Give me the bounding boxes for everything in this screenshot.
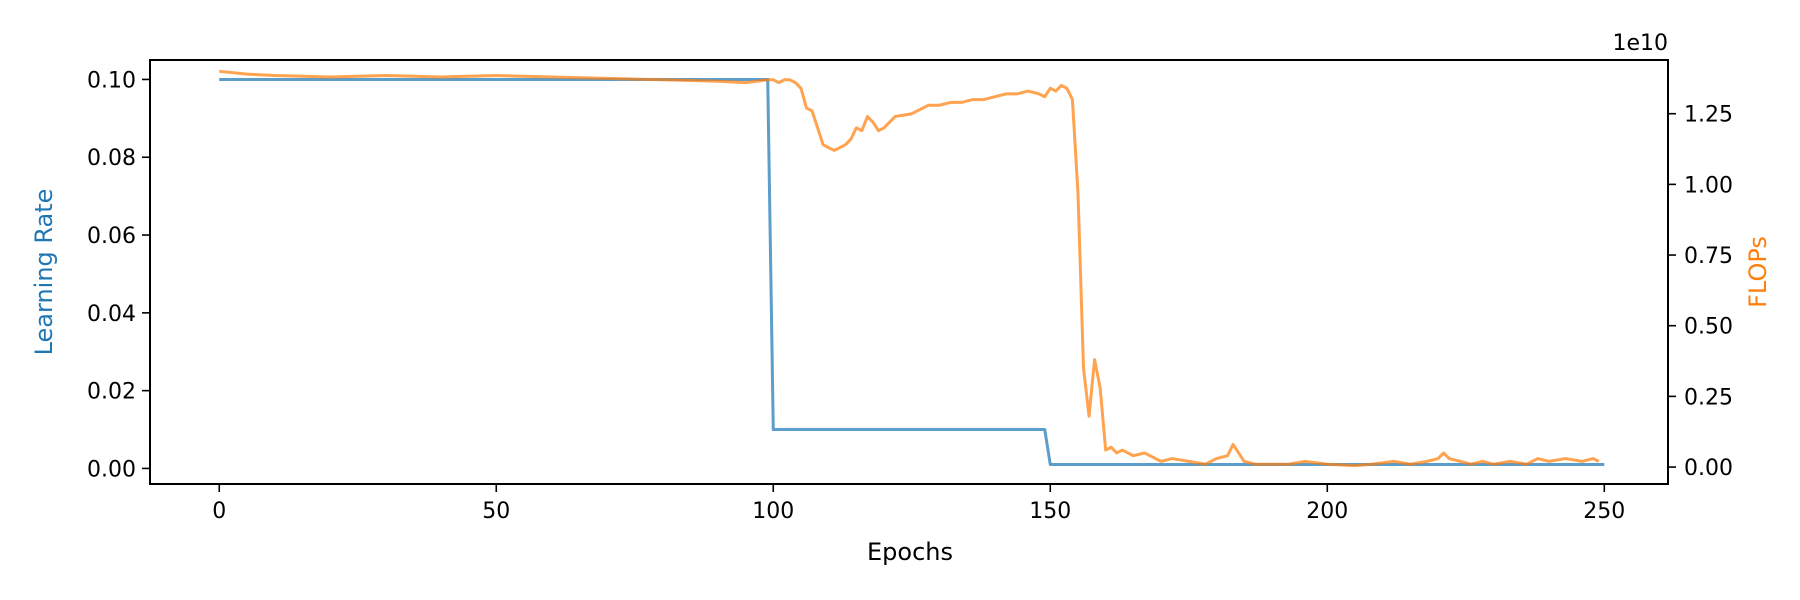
y-left-tick-label: 0.02	[87, 380, 136, 405]
x-tick-label: 250	[1583, 499, 1625, 524]
x-axis-label: Epochs	[867, 538, 953, 566]
x-tick-label: 0	[212, 499, 226, 524]
y-right-tick-label: 0.75	[1684, 244, 1733, 269]
y-right-axis: 0.00 0.25 0.50 0.75 1.00 1.25	[1668, 103, 1733, 481]
y-right-tick-label: 0.25	[1684, 385, 1733, 410]
x-tick-label: 100	[752, 499, 794, 524]
y-right-tick-label: 1.00	[1684, 173, 1733, 198]
y-right-offset-label: 1e10	[1612, 31, 1668, 56]
y-right-tick-label: 1.25	[1684, 103, 1733, 128]
y-right-tick-label: 0.50	[1684, 315, 1733, 340]
y-left-tick-label: 0.10	[87, 68, 136, 93]
plot-lines	[219, 69, 1605, 468]
y-left-axis-label: Learning Rate	[30, 189, 58, 356]
plot-frame	[149, 59, 1669, 485]
x-tick-label: 200	[1306, 499, 1348, 524]
y-left-tick-label: 0.00	[87, 457, 136, 482]
y-left-tick-label: 0.08	[87, 146, 136, 171]
x-axis: 0 50 100 150 200 250	[212, 484, 1625, 524]
y-right-tick-label: 0.00	[1684, 456, 1733, 481]
y-left-tick-label: 0.06	[87, 224, 136, 249]
axes-frame	[149, 59, 1669, 485]
y-left-axis: 0.00 0.02 0.04 0.06 0.08 0.10	[87, 68, 150, 482]
series-line-flops	[219, 69, 1600, 468]
y-right-axis-label: FLOPs	[1744, 236, 1772, 308]
x-tick-label: 50	[482, 499, 510, 524]
x-tick-label: 150	[1029, 499, 1071, 524]
y-left-tick-label: 0.04	[87, 302, 136, 327]
